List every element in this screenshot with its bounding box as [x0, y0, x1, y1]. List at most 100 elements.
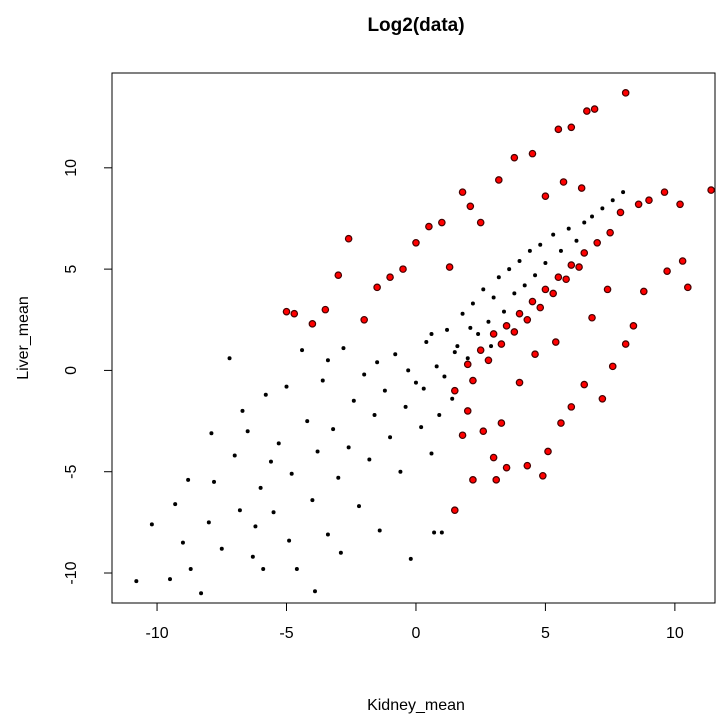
point [287, 538, 292, 543]
point [258, 485, 263, 490]
point [489, 344, 494, 349]
point [341, 346, 346, 351]
point [678, 257, 687, 265]
point [507, 267, 512, 272]
x-tick-label: -10 [145, 625, 168, 642]
point [577, 184, 586, 192]
point [452, 350, 457, 355]
point [558, 248, 563, 253]
x-tick-label: 5 [541, 625, 550, 642]
point [240, 408, 245, 413]
point [663, 267, 671, 275]
point [336, 475, 341, 480]
point [315, 449, 320, 454]
point [469, 376, 477, 385]
point [567, 403, 576, 411]
point [497, 419, 506, 427]
point [465, 356, 470, 361]
point [351, 398, 356, 403]
point [290, 309, 299, 318]
x-tick-label: 10 [666, 625, 684, 642]
point [356, 504, 361, 509]
point [583, 107, 591, 115]
point [590, 105, 599, 113]
point [180, 540, 185, 545]
plot-frame [111, 72, 716, 604]
point [541, 192, 550, 200]
point [559, 178, 568, 186]
point [320, 378, 325, 383]
point [517, 259, 522, 264]
point [219, 546, 224, 551]
point [629, 322, 638, 330]
point [282, 307, 291, 316]
point [186, 477, 191, 482]
point [421, 386, 426, 391]
point [439, 530, 444, 535]
point [510, 153, 519, 162]
point [271, 510, 276, 515]
y-tick-label: 10 [63, 159, 80, 177]
point [527, 248, 532, 253]
point [531, 350, 539, 359]
point [460, 311, 465, 316]
point [522, 283, 527, 288]
point [412, 238, 420, 247]
point [344, 234, 353, 243]
point [300, 348, 305, 353]
point [554, 273, 563, 282]
y-tick-label: -5 [63, 465, 80, 479]
y-tick-label: 5 [63, 265, 80, 274]
point [393, 352, 398, 357]
point [676, 200, 684, 209]
point [600, 206, 605, 211]
point [362, 372, 367, 377]
point [450, 396, 455, 401]
point [479, 427, 488, 435]
point [377, 528, 382, 533]
point [134, 579, 139, 584]
point [470, 301, 475, 306]
point [367, 457, 372, 462]
point [580, 380, 589, 389]
point [438, 218, 446, 227]
point [551, 338, 560, 346]
point [528, 297, 537, 306]
point [276, 441, 281, 446]
point [536, 303, 545, 312]
point [373, 283, 381, 292]
point [621, 340, 630, 348]
point [375, 360, 380, 365]
point [621, 190, 626, 195]
point [432, 530, 437, 535]
point [489, 453, 498, 462]
point [515, 378, 524, 387]
point [590, 214, 595, 219]
point [167, 577, 172, 582]
point [533, 273, 538, 278]
point [188, 566, 193, 571]
point [399, 265, 407, 273]
point [606, 228, 614, 237]
x-tick-label: 0 [412, 625, 421, 642]
y-tick-label: -10 [63, 561, 80, 584]
point [567, 261, 576, 269]
point [450, 386, 459, 395]
point [419, 425, 424, 430]
point [250, 554, 255, 559]
point [429, 331, 434, 336]
point [476, 346, 485, 354]
y-axis-label: Liver_mean [15, 296, 32, 380]
point [445, 327, 450, 332]
point [549, 289, 557, 298]
point [442, 374, 447, 379]
point [466, 202, 475, 211]
point [310, 498, 315, 503]
point [539, 471, 547, 480]
point [497, 340, 506, 348]
point [562, 275, 570, 284]
point [567, 123, 576, 132]
point [463, 360, 472, 369]
